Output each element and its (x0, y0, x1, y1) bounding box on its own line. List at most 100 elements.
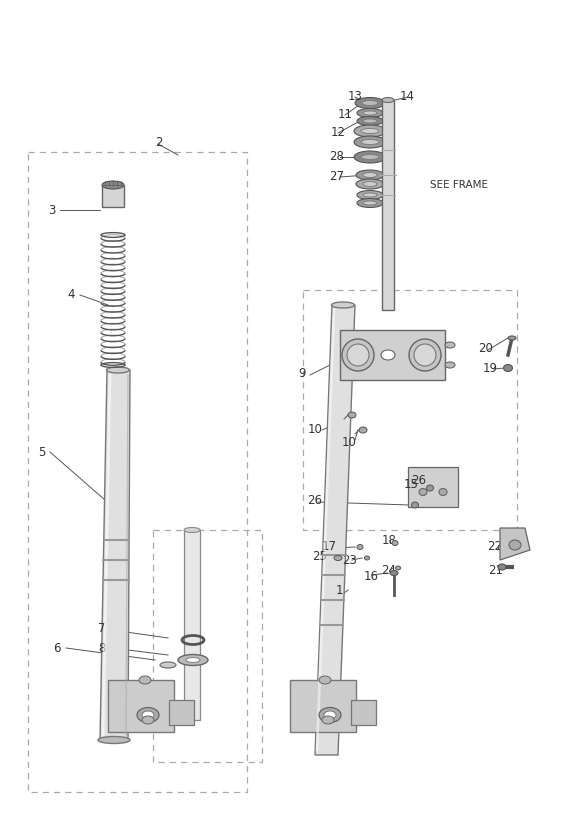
Text: 28: 28 (329, 150, 344, 164)
Ellipse shape (409, 339, 441, 371)
Ellipse shape (319, 676, 331, 684)
Text: 13: 13 (348, 90, 363, 102)
Ellipse shape (357, 191, 383, 199)
Ellipse shape (439, 489, 447, 496)
Ellipse shape (354, 136, 386, 148)
Ellipse shape (356, 179, 384, 189)
Text: 24: 24 (381, 564, 396, 578)
Ellipse shape (357, 198, 383, 208)
Ellipse shape (412, 502, 419, 508)
Ellipse shape (445, 342, 455, 348)
Ellipse shape (363, 119, 377, 123)
Ellipse shape (357, 109, 383, 118)
Ellipse shape (364, 556, 370, 560)
Ellipse shape (363, 173, 377, 178)
Text: 25: 25 (312, 550, 327, 564)
Ellipse shape (361, 139, 379, 144)
Bar (382, 100, 394, 310)
Ellipse shape (361, 154, 379, 159)
Text: 22: 22 (487, 540, 502, 554)
Text: 8: 8 (98, 642, 106, 655)
Text: 3: 3 (48, 203, 55, 217)
Polygon shape (108, 680, 174, 732)
Text: 7: 7 (98, 622, 106, 634)
Ellipse shape (98, 736, 130, 744)
Text: SEE FRAME: SEE FRAME (430, 180, 488, 190)
Text: 1: 1 (336, 584, 343, 598)
Ellipse shape (363, 193, 377, 197)
Text: 23: 23 (342, 554, 357, 567)
Text: 26: 26 (411, 475, 426, 487)
Polygon shape (100, 370, 130, 740)
Ellipse shape (356, 170, 384, 180)
Ellipse shape (354, 125, 386, 137)
Ellipse shape (319, 707, 341, 722)
Ellipse shape (357, 544, 363, 549)
Ellipse shape (363, 182, 377, 187)
Polygon shape (184, 530, 200, 720)
Ellipse shape (342, 339, 374, 371)
Text: 10: 10 (342, 437, 357, 450)
Polygon shape (315, 305, 355, 755)
Text: 4: 4 (67, 289, 75, 301)
Ellipse shape (102, 181, 124, 189)
Ellipse shape (322, 716, 334, 724)
Ellipse shape (107, 367, 129, 373)
Ellipse shape (324, 711, 336, 719)
Text: 18: 18 (382, 534, 397, 546)
Ellipse shape (332, 302, 354, 308)
Ellipse shape (357, 116, 383, 125)
Text: 12: 12 (331, 126, 346, 139)
Text: 2: 2 (155, 136, 163, 149)
Ellipse shape (139, 676, 151, 684)
Polygon shape (408, 467, 458, 507)
Ellipse shape (363, 201, 377, 205)
Polygon shape (102, 185, 124, 207)
Ellipse shape (395, 566, 401, 570)
Ellipse shape (160, 662, 176, 668)
Ellipse shape (392, 540, 398, 545)
Ellipse shape (355, 97, 385, 109)
Text: 27: 27 (329, 169, 344, 183)
Ellipse shape (142, 711, 154, 719)
Ellipse shape (381, 350, 395, 360)
Ellipse shape (362, 100, 378, 105)
Ellipse shape (504, 364, 512, 372)
Ellipse shape (137, 707, 159, 722)
Ellipse shape (427, 485, 434, 491)
Ellipse shape (359, 427, 367, 433)
Ellipse shape (363, 111, 377, 115)
Text: 21: 21 (488, 564, 503, 577)
Ellipse shape (361, 129, 379, 134)
Ellipse shape (498, 564, 506, 570)
Text: 5: 5 (38, 446, 45, 458)
Text: 16: 16 (364, 569, 379, 583)
Ellipse shape (419, 489, 427, 496)
Polygon shape (340, 330, 445, 380)
Text: 15: 15 (404, 477, 419, 491)
Ellipse shape (445, 362, 455, 368)
Polygon shape (351, 700, 376, 725)
Ellipse shape (186, 657, 200, 662)
Text: 6: 6 (53, 642, 61, 655)
Ellipse shape (509, 540, 521, 550)
Ellipse shape (334, 555, 342, 560)
Ellipse shape (382, 97, 394, 102)
Ellipse shape (142, 716, 154, 724)
Text: 19: 19 (483, 363, 498, 375)
Ellipse shape (508, 336, 516, 340)
Ellipse shape (348, 412, 356, 418)
Polygon shape (290, 680, 356, 732)
Text: 26: 26 (307, 495, 322, 507)
Text: 10: 10 (308, 423, 323, 437)
Text: 14: 14 (400, 90, 415, 102)
Polygon shape (169, 700, 194, 725)
Ellipse shape (178, 655, 208, 666)
Polygon shape (500, 528, 530, 560)
Ellipse shape (414, 344, 436, 366)
Text: 11: 11 (338, 108, 353, 120)
Ellipse shape (184, 528, 200, 533)
Text: 20: 20 (478, 343, 493, 355)
Ellipse shape (390, 570, 398, 575)
Text: 17: 17 (322, 540, 337, 554)
